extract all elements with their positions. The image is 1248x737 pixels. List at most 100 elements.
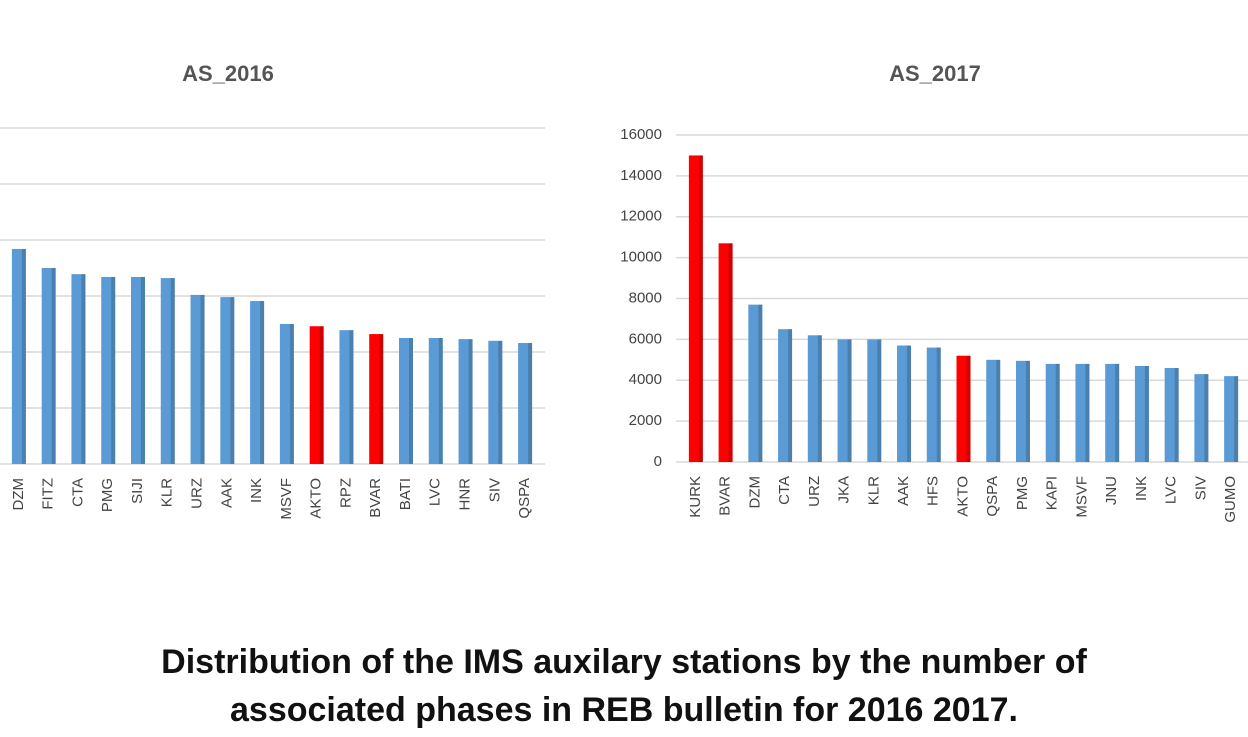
bar <box>1194 374 1209 462</box>
x-tick-label: HFS <box>925 476 942 506</box>
x-tick-label: QSPA <box>984 476 1001 517</box>
bar <box>718 243 733 462</box>
caption-line: Distribution of the IMS auxilary station… <box>161 643 1087 681</box>
x-tick-label: AAK <box>218 478 235 508</box>
y-tick-label: 2000 <box>629 412 662 429</box>
caption-line: associated phases in REB bulletin for 20… <box>230 691 1018 729</box>
bar <box>41 268 56 464</box>
x-tick-label: INK <box>248 478 265 503</box>
x-tick-label: FITZ <box>40 478 57 510</box>
bar-side <box>936 347 941 462</box>
bar-side <box>379 334 384 464</box>
bar-side <box>349 330 354 464</box>
bar <box>220 297 235 464</box>
x-tick-label: LVC <box>1163 476 1180 504</box>
y-tick-label: 10000 <box>620 249 662 266</box>
bar <box>1224 376 1239 462</box>
x-tick-label: AAK <box>895 476 912 506</box>
bar-side <box>409 338 413 464</box>
bar-side <box>1204 374 1209 462</box>
bar-side <box>230 297 235 464</box>
x-tick-label: AKTO <box>954 476 971 517</box>
bar-side <box>438 338 443 464</box>
bar <box>778 329 793 462</box>
bar-side <box>728 243 733 462</box>
x-tick-label: RPZ <box>337 478 354 508</box>
bar-side <box>81 274 86 464</box>
bar <box>1045 363 1060 462</box>
bar-side <box>907 345 912 462</box>
y-tick-label: 12000 <box>620 208 662 225</box>
bar <box>1015 360 1030 462</box>
bar <box>458 339 473 464</box>
chart-title: AS_2017 <box>889 61 981 86</box>
bar-side <box>21 248 26 464</box>
x-tick-label: SIV <box>1192 476 1209 500</box>
bar <box>807 335 822 462</box>
bar-side <box>698 155 703 462</box>
bar <box>748 304 763 462</box>
bar <box>956 355 971 462</box>
y-tick-label: 4000 <box>629 371 662 388</box>
bar <box>986 359 1001 462</box>
bar <box>897 345 912 462</box>
bar <box>518 343 533 464</box>
y-tick-label: 0 <box>654 453 662 470</box>
x-tick-label: LVC <box>427 478 444 506</box>
bar-side <box>1025 360 1030 462</box>
x-tick-label: INK <box>1133 476 1150 501</box>
bar-side <box>996 359 1001 462</box>
bar <box>399 338 413 464</box>
bar <box>131 276 145 464</box>
x-tick-label: URZ <box>189 478 206 509</box>
x-tick-label: MSVF <box>278 478 295 520</box>
x-tick-label: DZM <box>10 478 27 511</box>
bar-side <box>1234 376 1239 462</box>
x-tick-label: URZ <box>806 476 823 507</box>
y-tick-label: 6000 <box>629 330 662 347</box>
bar-side <box>319 326 324 464</box>
bar-side <box>847 339 852 462</box>
bar <box>190 294 205 464</box>
bar <box>1105 363 1120 462</box>
bar-side <box>1144 365 1149 462</box>
x-tick-label: CTA <box>776 476 793 505</box>
bar-side <box>966 355 971 462</box>
bar-side <box>200 294 205 464</box>
x-tick-label: KURK <box>687 476 704 518</box>
x-tick-label: JKA <box>836 476 853 504</box>
bar-side <box>498 340 503 464</box>
x-tick-label: BVAR <box>717 476 734 516</box>
bar-side <box>1055 363 1060 462</box>
bar-side <box>111 276 116 464</box>
x-tick-label: BVAR <box>367 478 384 518</box>
x-tick-label: CTA <box>69 478 86 507</box>
x-tick-label: BATI <box>397 478 414 510</box>
y-tick-label: 16000 <box>620 126 662 143</box>
bar-side <box>788 329 793 462</box>
bar-side <box>1085 363 1090 462</box>
bar-side <box>528 343 533 464</box>
x-tick-label: KLR <box>159 478 176 507</box>
bar <box>11 248 26 464</box>
bar-side <box>877 339 882 462</box>
bar <box>488 340 503 464</box>
bar <box>926 347 941 462</box>
bar-side <box>758 304 763 462</box>
bar-side <box>468 339 473 464</box>
bar <box>867 339 882 462</box>
bar-side <box>1174 367 1179 462</box>
bar <box>250 301 265 464</box>
x-tick-label: JNU <box>1103 476 1120 505</box>
bar <box>1164 367 1179 462</box>
bar <box>428 338 443 464</box>
bar <box>1134 365 1149 462</box>
x-tick-label: KLR <box>865 476 882 505</box>
bar <box>309 326 324 464</box>
bar-side <box>51 268 56 464</box>
x-tick-label: HNR <box>457 478 474 511</box>
y-tick-label: 14000 <box>620 167 662 184</box>
x-tick-label: SIV <box>486 478 503 502</box>
bar <box>339 330 354 464</box>
